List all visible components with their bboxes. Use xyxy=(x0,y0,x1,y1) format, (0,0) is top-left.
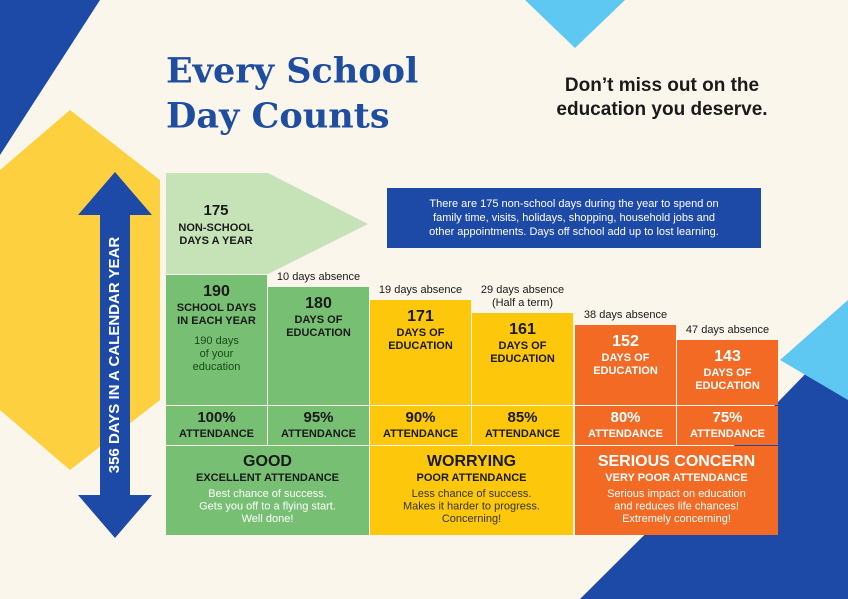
days-label: DAYS OF xyxy=(397,327,445,339)
band-text: Well done! xyxy=(242,513,294,525)
attendance-label: ATTENDANCE xyxy=(179,428,254,440)
attendance-box xyxy=(472,406,573,445)
days-label: EDUCATION xyxy=(695,380,760,392)
days-label: SCHOOL DAYS xyxy=(177,302,256,314)
band-text: Gets you off to a flying start. xyxy=(199,500,336,512)
band-text: Less chance of success. xyxy=(412,488,532,500)
absence-label: 38 days absence xyxy=(584,309,667,321)
education-box xyxy=(268,287,369,405)
absence-label: 47 days absence xyxy=(686,324,769,336)
percent: 100% xyxy=(197,409,235,426)
band-text: Best chance of success. xyxy=(208,488,327,500)
percent: 85% xyxy=(507,409,537,426)
deco-triangle xyxy=(525,0,625,48)
band-subheading: POOR ATTENDANCE xyxy=(417,472,527,484)
education-box xyxy=(370,300,471,405)
title: Every School xyxy=(166,51,418,92)
days-label: DAYS OF xyxy=(704,367,752,379)
days-number: 161 xyxy=(509,321,536,338)
days-label: DAYS OF xyxy=(499,340,547,352)
band-text: Extremely concerning! xyxy=(622,513,731,525)
band-text: Makes it harder to progress. xyxy=(403,500,540,512)
days-number: 190 xyxy=(203,283,230,300)
deco-hexagon xyxy=(0,110,160,470)
non-school-label: NON-SCHOOL xyxy=(178,222,253,234)
days-label: DAYS OF xyxy=(602,352,650,364)
non-school-number: 175 xyxy=(203,202,228,219)
absence-label: (Half a term) xyxy=(492,297,553,309)
education-box xyxy=(166,275,267,405)
band-text: and reduces life chances! xyxy=(614,500,739,512)
non-school-arrow xyxy=(166,173,368,274)
title: Day Counts xyxy=(166,96,390,137)
tagline: Don’t miss out on the xyxy=(565,75,759,96)
days-number: 152 xyxy=(612,333,639,350)
education-box xyxy=(677,340,778,405)
band-box xyxy=(575,446,778,535)
band-heading: GOOD xyxy=(243,453,292,470)
days-note: education xyxy=(193,361,241,373)
absence-label: 19 days absence xyxy=(379,284,462,296)
attendance-box xyxy=(268,406,369,445)
absence-label: 10 days absence xyxy=(277,271,360,283)
attendance-label: ATTENDANCE xyxy=(588,428,663,440)
days-label: DAYS OF xyxy=(295,314,343,326)
band-heading: SERIOUS CONCERN xyxy=(598,453,755,470)
attendance-box xyxy=(166,406,267,445)
band-text: Concerning! xyxy=(442,513,501,525)
percent: 75% xyxy=(712,409,742,426)
attendance-box xyxy=(370,406,471,445)
days-number: 171 xyxy=(407,308,434,325)
days-label: IN EACH YEAR xyxy=(177,315,256,327)
band-box xyxy=(166,446,369,535)
non-school-label: DAYS A YEAR xyxy=(179,235,252,247)
days-note: 190 days xyxy=(194,335,239,347)
attendance-label: ATTENDANCE xyxy=(690,428,765,440)
tagline: education you deserve. xyxy=(556,99,767,120)
band-subheading: EXCELLENT ATTENDANCE xyxy=(196,472,339,484)
info-text: family time, visits, holidays, shopping,… xyxy=(433,212,715,224)
percent: 80% xyxy=(610,409,640,426)
info-box xyxy=(387,188,761,248)
absence-label: 29 days absence xyxy=(481,284,564,296)
percent: 90% xyxy=(405,409,435,426)
education-box xyxy=(575,325,676,405)
days-number: 180 xyxy=(305,295,332,312)
days-label: EDUCATION xyxy=(490,353,555,365)
info-text: There are 175 non-school days during the… xyxy=(429,198,718,210)
side-label: 356 DAYS IN A CALENDAR YEAR xyxy=(106,237,123,474)
attendance-box xyxy=(677,406,778,445)
band-heading: WORRYING xyxy=(427,453,516,470)
band-subheading: VERY POOR ATTENDANCE xyxy=(605,472,747,484)
info-text: other appointments. Days off school add … xyxy=(429,226,719,238)
education-box xyxy=(472,313,573,405)
deco-triangle xyxy=(0,0,100,155)
double-arrow xyxy=(78,172,152,538)
attendance-label: ATTENDANCE xyxy=(281,428,356,440)
days-label: EDUCATION xyxy=(593,365,658,377)
attendance-label: ATTENDANCE xyxy=(383,428,458,440)
days-label: EDUCATION xyxy=(388,340,453,352)
days-number: 143 xyxy=(714,348,741,365)
days-note: of your xyxy=(200,348,234,360)
percent: 95% xyxy=(303,409,333,426)
band-box xyxy=(370,446,573,535)
deco-triangle xyxy=(780,300,848,400)
days-label: EDUCATION xyxy=(286,327,351,339)
attendance-label: ATTENDANCE xyxy=(485,428,560,440)
band-text: Serious impact on education xyxy=(607,488,746,500)
deco-triangle xyxy=(580,330,848,599)
attendance-box xyxy=(575,406,676,445)
